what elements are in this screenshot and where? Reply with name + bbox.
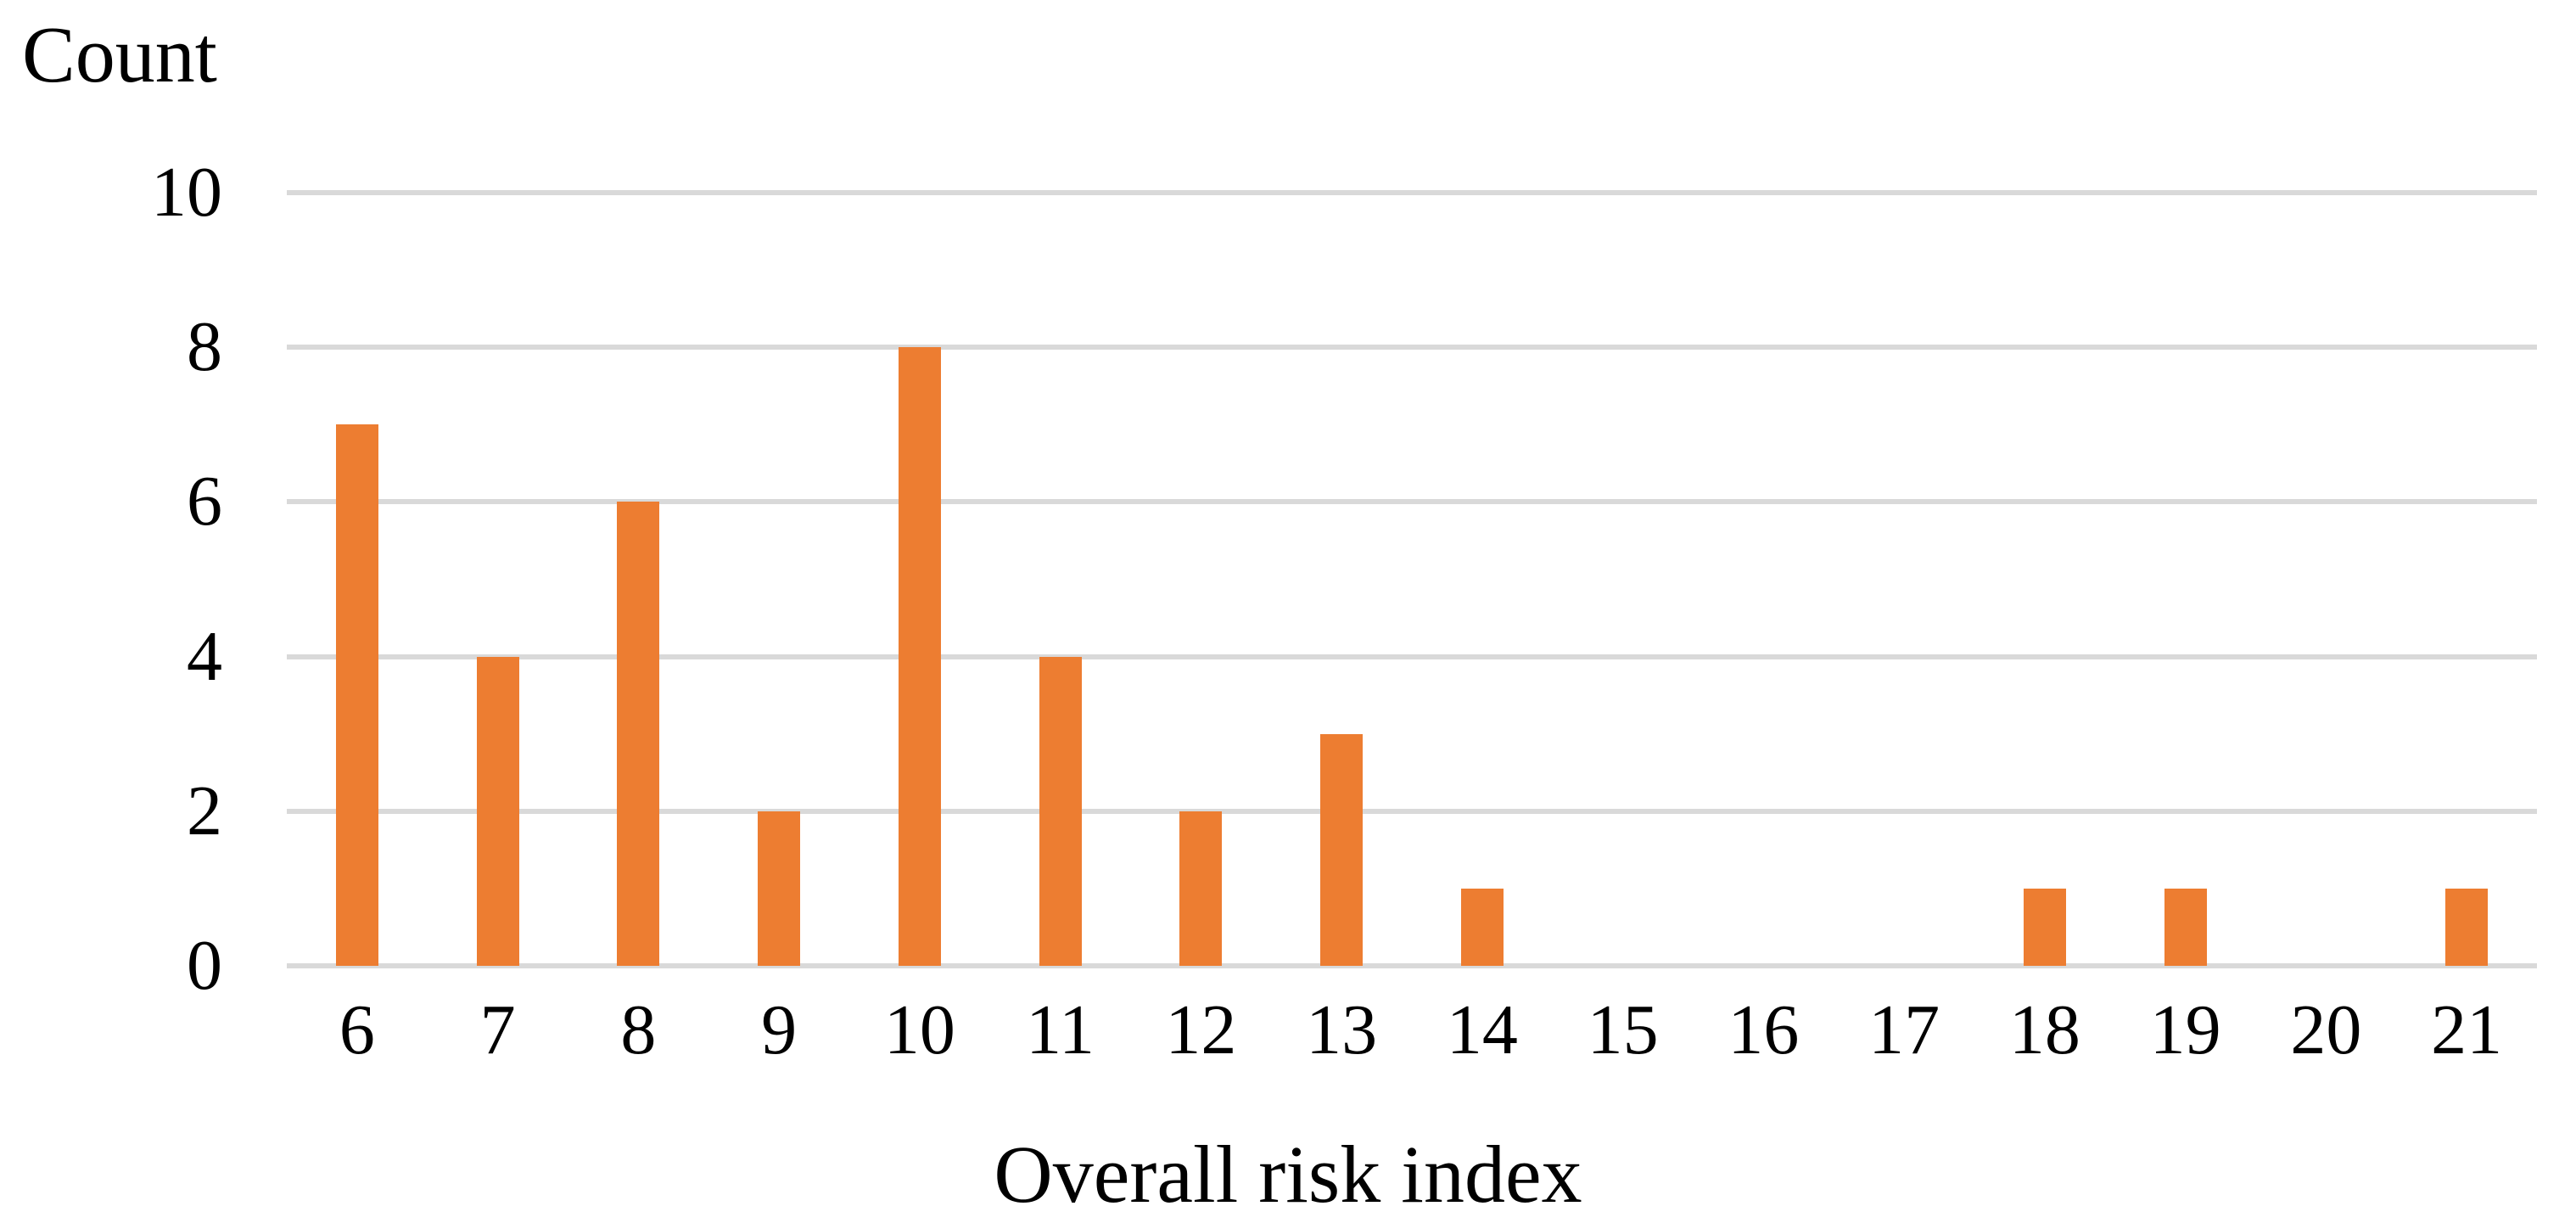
x-tick-label-16: 16 [1728,990,1800,1069]
plot-area [287,190,2537,968]
x-tick-label-10: 10 [883,990,955,1069]
bar-slot-9 [708,193,849,966]
bar-slot-16 [1694,193,1834,966]
bar-slot-6 [287,193,428,966]
bar-12 [1179,811,1223,966]
bar-13 [1320,733,1364,966]
bar-slot-13 [1271,193,1412,966]
bar-8 [617,502,660,966]
y-axis-title: Count [22,11,217,99]
y-tick-label-8: 8 [187,307,222,387]
bar-10 [898,347,941,966]
x-tick-label-13: 13 [1306,990,1378,1069]
x-axis-tick-labels: 6 7 8 9 10 11 12 13 14 15 16 17 18 19 20 21 [287,995,2537,1066]
bar-19 [2164,888,2207,966]
x-tick-label-18: 18 [2008,990,2080,1069]
bar-slot-14 [1412,193,1553,966]
bar-slot-10 [849,193,990,966]
x-tick-label-7: 7 [479,990,516,1069]
bar-9 [758,811,801,966]
x-tick-label-9: 9 [761,990,798,1069]
bar-slot-12 [1131,193,1272,966]
gridline-2 [287,808,2537,814]
x-tick-label-17: 17 [1868,990,1940,1069]
x-tick-label-19: 19 [2149,990,2221,1069]
bar-slot-20 [2256,193,2397,966]
x-tick-label-11: 11 [1026,990,1095,1069]
x-tick-label-8: 8 [620,990,657,1069]
bar-series [287,193,2537,966]
y-tick-label-0: 0 [187,926,222,1005]
x-tick-label-14: 14 [1446,990,1518,1069]
bar-slot-19 [2115,193,2256,966]
x-tick-label-12: 12 [1165,990,1237,1069]
y-tick-label-6: 6 [187,462,222,541]
bar-slot-7 [428,193,568,966]
bar-slot-21 [2396,193,2537,966]
bar-slot-11 [990,193,1131,966]
gridline-8 [287,345,2537,351]
bar-18 [2023,888,2066,966]
gridline-10 [287,190,2537,195]
bar-21 [2445,888,2489,966]
x-tick-label-6: 6 [339,990,375,1069]
y-tick-label-2: 2 [187,771,222,850]
bar-slot-15 [1553,193,1694,966]
bar-slot-8 [568,193,709,966]
gridline-4 [287,654,2537,659]
x-tick-label-15: 15 [1587,990,1659,1069]
bar-11 [1039,656,1082,966]
bar-6 [335,424,378,966]
y-axis-tick-labels: 0 2 4 6 8 10 [0,157,222,1001]
y-tick-label-10: 10 [151,153,222,232]
x-axis-line [287,963,2537,968]
x-tick-label-20: 20 [2290,990,2362,1069]
bar-slot-17 [1834,193,1974,966]
bar-7 [476,656,519,966]
x-axis-title: Overall risk index [994,1129,1582,1220]
bar-14 [1460,888,1504,966]
bar-slot-18 [1974,193,2115,966]
y-tick-label-4: 4 [187,616,222,696]
gridline-6 [287,499,2537,505]
x-tick-label-21: 21 [2431,990,2503,1069]
